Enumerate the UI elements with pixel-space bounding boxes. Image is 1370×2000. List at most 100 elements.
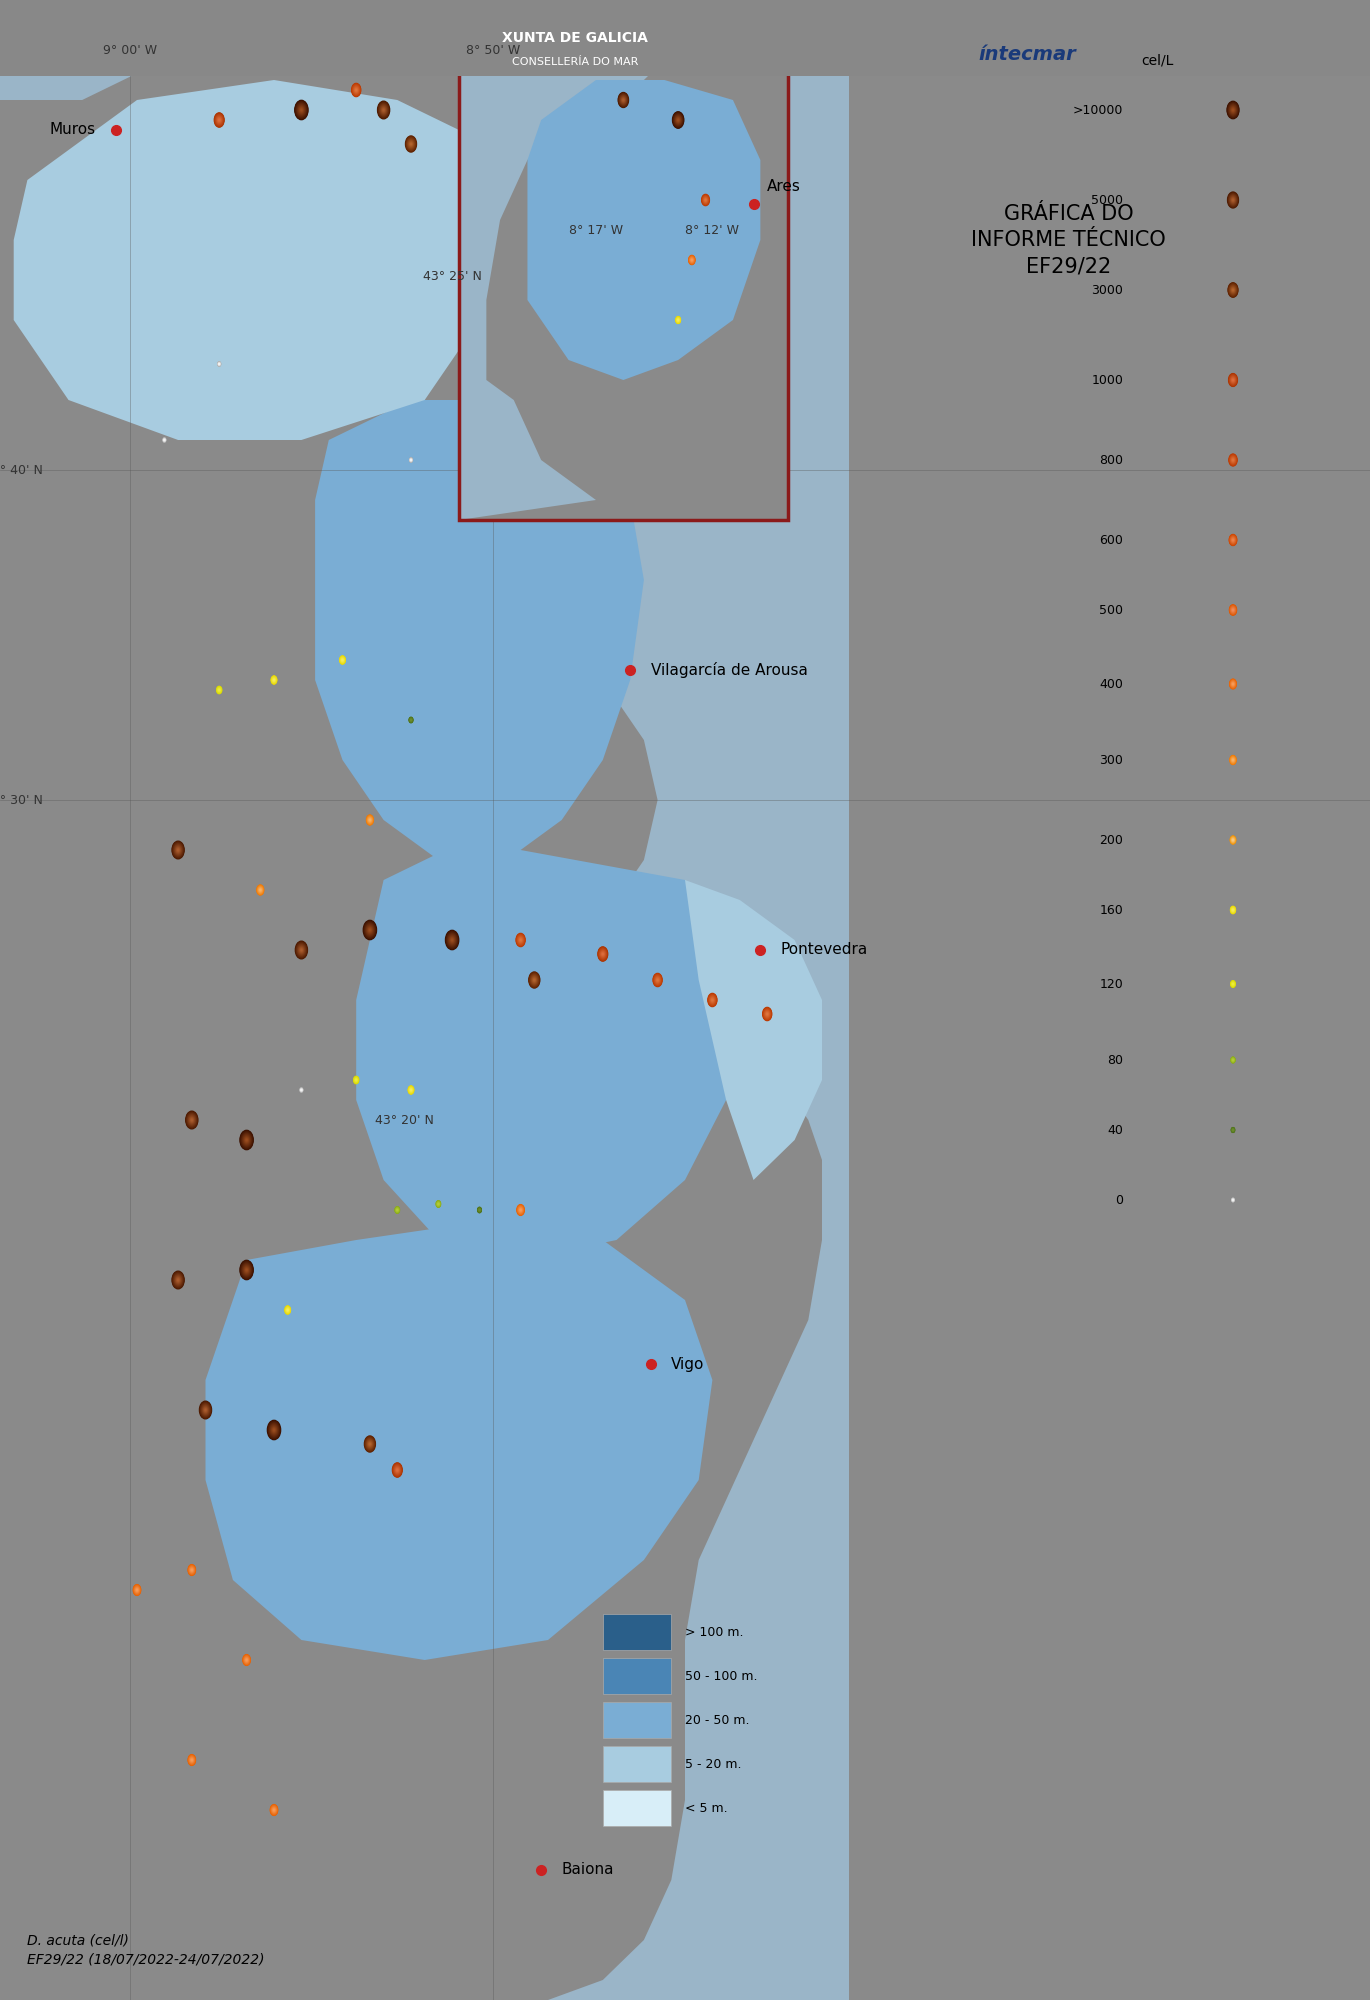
Circle shape: [436, 1200, 441, 1206]
Circle shape: [189, 1566, 195, 1574]
Circle shape: [177, 1278, 179, 1282]
Circle shape: [655, 316, 660, 324]
Circle shape: [1232, 108, 1234, 112]
Circle shape: [367, 816, 373, 824]
Circle shape: [1232, 608, 1234, 612]
Circle shape: [519, 1208, 522, 1212]
Circle shape: [366, 1438, 374, 1450]
Circle shape: [710, 996, 715, 1004]
Polygon shape: [0, 0, 849, 2000]
Circle shape: [299, 106, 304, 114]
Circle shape: [530, 974, 538, 986]
Circle shape: [673, 112, 684, 128]
Circle shape: [478, 1208, 481, 1212]
Circle shape: [355, 88, 358, 92]
Circle shape: [296, 102, 307, 118]
Circle shape: [297, 944, 306, 956]
Circle shape: [1230, 606, 1236, 614]
Circle shape: [216, 116, 222, 124]
Text: 8° 12' W: 8° 12' W: [685, 224, 740, 236]
Circle shape: [655, 316, 660, 324]
Circle shape: [1232, 1128, 1234, 1132]
Polygon shape: [110, 200, 411, 360]
Circle shape: [1232, 838, 1234, 842]
Circle shape: [1232, 198, 1234, 202]
Circle shape: [437, 1202, 440, 1206]
Circle shape: [448, 934, 456, 946]
Circle shape: [1232, 838, 1234, 842]
Circle shape: [1229, 194, 1237, 206]
Circle shape: [1232, 682, 1234, 686]
Circle shape: [677, 318, 680, 322]
Circle shape: [270, 1424, 278, 1436]
Circle shape: [1229, 374, 1237, 386]
Polygon shape: [527, 80, 760, 380]
Circle shape: [1232, 198, 1234, 202]
Circle shape: [189, 1116, 195, 1124]
Circle shape: [189, 1756, 195, 1764]
Circle shape: [245, 1268, 248, 1272]
Text: XUNTA DE GALICIA: XUNTA DE GALICIA: [503, 30, 648, 44]
Circle shape: [273, 1808, 275, 1812]
Circle shape: [519, 938, 522, 942]
Circle shape: [674, 114, 682, 126]
Circle shape: [1232, 1128, 1234, 1132]
Circle shape: [1232, 908, 1234, 912]
Circle shape: [1232, 982, 1234, 986]
Circle shape: [300, 1088, 303, 1092]
Circle shape: [532, 976, 537, 984]
Circle shape: [242, 1134, 251, 1146]
Circle shape: [353, 86, 359, 94]
Polygon shape: [206, 1220, 712, 1660]
Circle shape: [1230, 756, 1236, 764]
Circle shape: [175, 846, 181, 854]
Circle shape: [677, 318, 680, 322]
Circle shape: [600, 950, 606, 958]
Circle shape: [1229, 284, 1237, 296]
Circle shape: [1230, 456, 1236, 464]
Circle shape: [1230, 286, 1236, 294]
Circle shape: [271, 676, 277, 684]
Circle shape: [242, 1134, 251, 1146]
Circle shape: [353, 86, 359, 94]
Circle shape: [601, 952, 604, 956]
Circle shape: [1232, 608, 1234, 612]
Circle shape: [1229, 284, 1237, 296]
Circle shape: [682, 380, 688, 388]
Circle shape: [241, 1132, 252, 1148]
Circle shape: [677, 318, 680, 322]
Circle shape: [1232, 378, 1234, 382]
Circle shape: [1232, 982, 1234, 986]
Circle shape: [529, 972, 540, 988]
Circle shape: [163, 438, 166, 442]
Circle shape: [1230, 196, 1236, 204]
Circle shape: [710, 996, 715, 1004]
Circle shape: [244, 1656, 249, 1664]
Polygon shape: [68, 140, 452, 400]
Circle shape: [273, 678, 275, 682]
Circle shape: [710, 396, 715, 404]
Circle shape: [410, 458, 412, 462]
Circle shape: [1230, 836, 1236, 844]
Circle shape: [655, 976, 660, 984]
Circle shape: [1232, 1198, 1234, 1202]
Circle shape: [1232, 458, 1234, 462]
Circle shape: [340, 656, 345, 664]
Circle shape: [190, 1118, 193, 1122]
Circle shape: [297, 104, 306, 116]
Circle shape: [1232, 838, 1234, 842]
Circle shape: [258, 886, 263, 894]
Circle shape: [622, 98, 625, 102]
Circle shape: [1229, 374, 1237, 386]
Circle shape: [478, 1208, 481, 1212]
Circle shape: [684, 298, 686, 302]
Circle shape: [680, 292, 690, 308]
Circle shape: [408, 140, 414, 148]
Circle shape: [518, 936, 523, 944]
Circle shape: [367, 926, 373, 934]
Circle shape: [396, 1208, 399, 1212]
Circle shape: [218, 362, 221, 366]
Circle shape: [1232, 908, 1234, 912]
Circle shape: [245, 1658, 248, 1662]
Circle shape: [1232, 1058, 1234, 1062]
